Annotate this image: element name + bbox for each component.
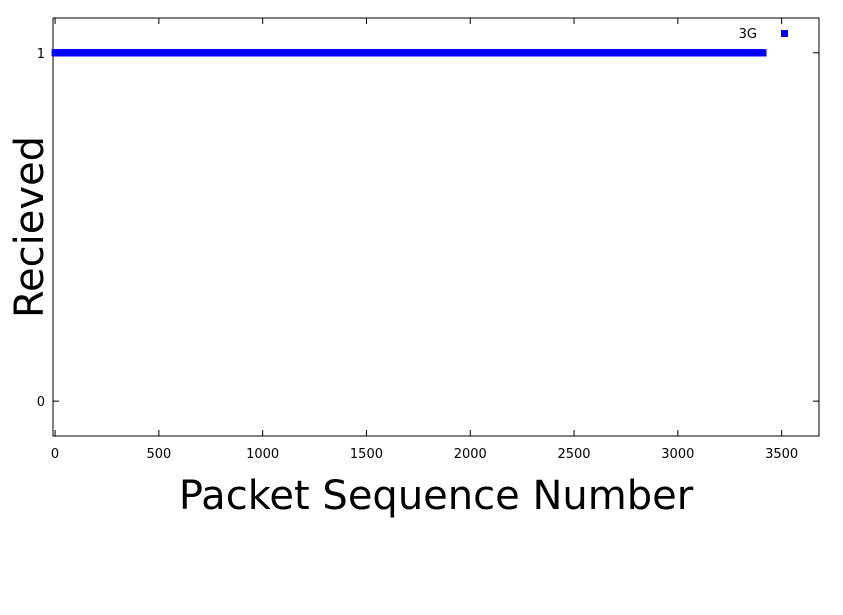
x-tick-label: 0 [51, 447, 59, 462]
legend: 3G [739, 27, 788, 42]
x-tick-label: 3000 [661, 447, 694, 462]
x-tick-label: 2500 [557, 447, 590, 462]
y-tick-label: 0 [37, 395, 45, 410]
y-axis-ticks: 01 [37, 47, 819, 410]
data-point-last [759, 49, 767, 57]
legend-marker-3g [781, 30, 788, 37]
series-layer [51, 49, 767, 57]
y-axis-title: Recieved [7, 136, 53, 318]
x-tick-label: 3500 [765, 447, 798, 462]
x-tick-label: 1500 [350, 447, 383, 462]
x-tick-label: 2000 [454, 447, 487, 462]
y-tick-label: 1 [37, 47, 45, 62]
x-axis-ticks: 0 500 1000 1500 2000 2500 3000 3500 [51, 18, 798, 462]
x-axis-title: Packet Sequence Number [179, 473, 694, 519]
plot-frame [52, 17, 820, 437]
legend-label-3g: 3G [739, 27, 757, 42]
x-tick-label: 500 [146, 447, 171, 462]
series-3g-points [51, 49, 767, 57]
x-tick-label: 1000 [246, 447, 279, 462]
